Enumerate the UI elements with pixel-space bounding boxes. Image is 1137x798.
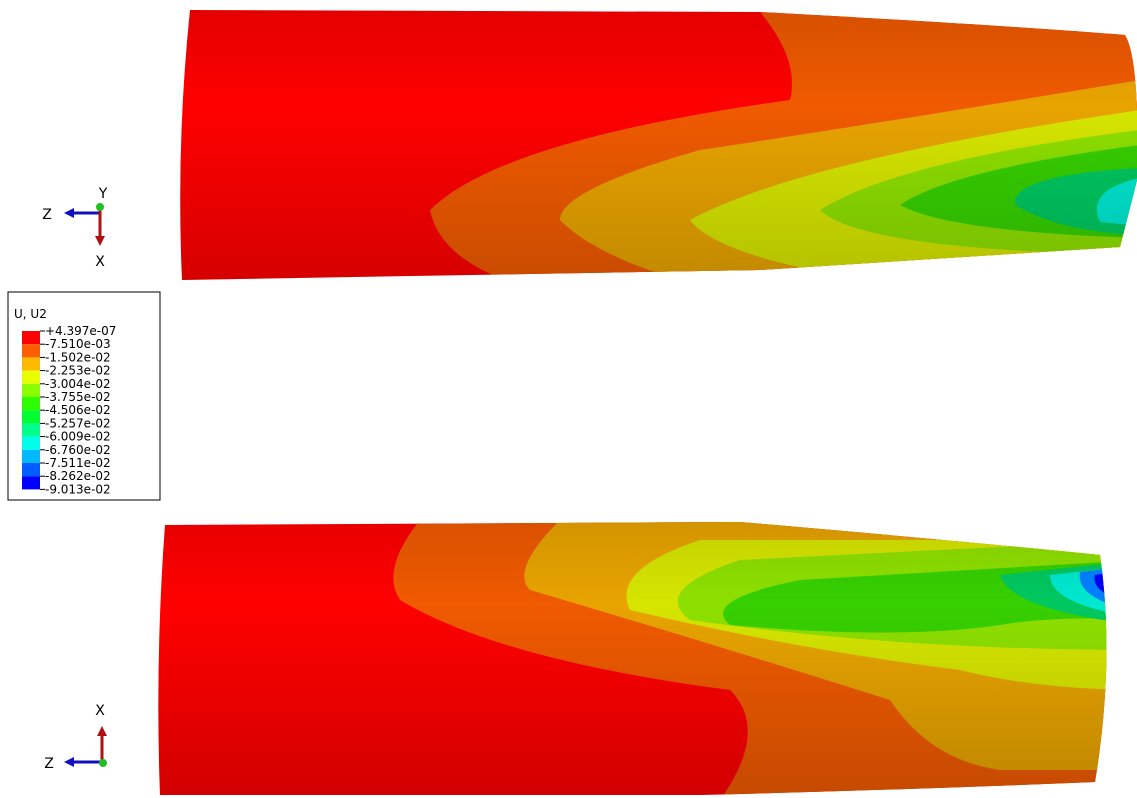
triad-label: X: [95, 254, 105, 270]
axis-dot: [99, 759, 107, 767]
triad-label: Z: [42, 207, 52, 223]
triad-label: Y: [98, 186, 108, 202]
triad-bottom: Z X: [44, 703, 107, 772]
legend-title: U, U2: [14, 307, 47, 321]
axis-dot: [96, 203, 104, 211]
arrow-head: [64, 208, 74, 218]
legend-color: [22, 410, 40, 424]
legend-label: -3.755e-02: [45, 390, 111, 404]
legend-label: -2.253e-02: [45, 364, 111, 378]
legend-color: [22, 436, 40, 450]
triad-top: Z Y X: [42, 186, 108, 270]
triad-label: Z: [44, 756, 54, 772]
legend-label: -8.262e-02: [45, 469, 111, 483]
legend-label: -6.760e-02: [45, 443, 111, 457]
legend-color: [22, 357, 40, 371]
legend-label: -4.506e-02: [45, 403, 111, 417]
legend-entries: +4.397e-07-7.510e-03-1.502e-02-2.253e-02…: [22, 324, 116, 496]
legend-color: [22, 463, 40, 477]
legend-color: [22, 423, 40, 437]
legend-label: -7.511e-02: [45, 456, 111, 470]
legend: U, U2 +4.397e-07-7.510e-03-1.502e-02-2.2…: [7, 291, 161, 501]
legend-color: [22, 331, 40, 345]
arrow-head: [64, 757, 74, 767]
legend-label: -9.013e-02: [45, 482, 111, 496]
arrow-head: [97, 726, 107, 736]
legend-color: [22, 370, 40, 384]
arrow-head: [95, 236, 105, 246]
top-view-model: [180, 10, 1137, 280]
legend-color: [22, 383, 40, 397]
legend-label: -7.510e-03: [45, 337, 111, 351]
legend-label: -3.004e-02: [45, 377, 111, 391]
legend-label: +4.397e-07: [45, 324, 116, 338]
bottom-view-model: [158, 522, 1107, 795]
triad-label: X: [95, 703, 105, 719]
legend-color: [22, 449, 40, 463]
legend-label: -5.257e-02: [45, 416, 111, 430]
legend-color: [22, 344, 40, 358]
legend-color: [22, 397, 40, 411]
legend-label: -1.502e-02: [45, 350, 111, 364]
legend-label: -6.009e-02: [45, 430, 111, 444]
legend-color: [22, 476, 40, 490]
